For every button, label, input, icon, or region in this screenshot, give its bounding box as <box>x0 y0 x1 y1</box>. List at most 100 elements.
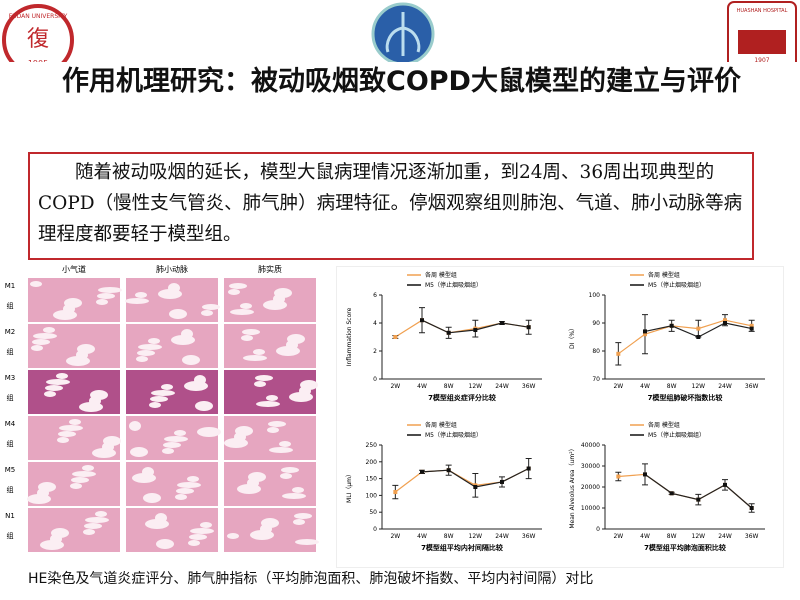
slide-title: 作用机理研究：被动吸烟致COPD大鼠模型的建立与评价 <box>62 66 741 97</box>
legend-label: 各周 模型组 <box>425 271 457 279</box>
data-point <box>723 482 727 487</box>
x-tick-label: 12W <box>469 533 483 540</box>
x-tick-label: 24W <box>495 533 509 540</box>
tissue-texture <box>70 483 82 489</box>
tissue-texture <box>85 517 109 523</box>
data-point <box>526 466 531 471</box>
tissue-texture <box>175 494 187 500</box>
data-point <box>696 335 701 339</box>
tissue-texture <box>32 339 50 345</box>
row-label: 组 <box>7 347 14 356</box>
histology-image <box>224 462 316 506</box>
tissue-texture <box>241 335 253 341</box>
tissue-texture <box>266 395 278 401</box>
x-tick-label: 12W <box>692 533 706 540</box>
y-tick-label: 80 <box>592 348 600 355</box>
data-point <box>616 351 621 356</box>
tissue-texture <box>59 425 83 431</box>
tissue-texture <box>148 338 160 344</box>
x-tick-label: 36W <box>745 383 759 390</box>
tissue-texture <box>31 345 43 351</box>
tissue-texture <box>164 436 188 442</box>
tissue-texture <box>182 355 200 365</box>
tissue-texture <box>242 329 260 335</box>
tissue-texture <box>174 430 186 436</box>
tissue-texture <box>269 447 293 453</box>
data-point <box>669 491 674 496</box>
x-tick-label: 24W <box>495 383 509 390</box>
tissue-texture <box>149 402 161 408</box>
data-point <box>696 497 701 502</box>
tissue-texture <box>30 281 42 287</box>
tissue-texture <box>184 381 208 391</box>
x-axis-label: 7模型组肺破坏指数比较 <box>648 393 724 402</box>
x-tick-label: 2W <box>613 383 623 390</box>
tissue-texture <box>201 310 213 316</box>
data-point <box>723 321 727 325</box>
tissue-texture <box>27 494 51 504</box>
x-tick-label: 2W <box>390 383 400 390</box>
tissue-texture <box>289 392 313 402</box>
tissue-texture <box>267 427 279 433</box>
x-axis-label: 7模型组平均肺泡面积比较 <box>644 543 727 552</box>
x-tick-label: 4W <box>640 533 650 540</box>
data-point <box>500 321 504 325</box>
row-label: M4 <box>5 420 16 428</box>
x-tick-label: 8W <box>667 383 677 390</box>
row-label: 组 <box>7 301 14 310</box>
tissue-texture <box>254 381 266 387</box>
header-logos: FUDAN UNIVERSITY 復 1905 HUASHAN HOSPITAL… <box>2 1 797 62</box>
tissue-texture <box>295 539 319 545</box>
y-tick-label: 4 <box>373 320 377 327</box>
caption: HE染色及气道炎症评分、肺气肿指标（平均肺泡面积、肺泡破坏指数、平均内衬间隔）对… <box>28 571 594 587</box>
tissue-texture <box>189 534 207 540</box>
y-tick-label: 2 <box>373 348 377 355</box>
tissue-texture <box>230 309 254 315</box>
tissue-texture <box>156 539 174 549</box>
x-tick-label: 12W <box>469 383 483 390</box>
fudan-logo <box>2 4 74 62</box>
tissue-texture <box>44 391 56 397</box>
data-point <box>500 479 504 484</box>
legend-label: 各周 模型组 <box>648 271 680 279</box>
tissue-texture <box>190 528 214 534</box>
tissue-texture <box>253 349 265 355</box>
tissue-texture <box>256 401 280 407</box>
tissue-texture <box>84 523 102 529</box>
x-tick-label: 24W <box>718 533 732 540</box>
tissue-texture <box>243 355 267 361</box>
tissue-texture <box>83 529 95 535</box>
column-label: 小气道 <box>62 264 86 274</box>
x-tick-label: 2W <box>613 533 623 540</box>
tissue-texture <box>66 356 90 366</box>
tissue-texture <box>294 513 312 519</box>
tissue-texture <box>135 292 147 298</box>
data-point <box>749 323 754 328</box>
charts-panel: 0 2 4 6 2W 4W 8W 12W 24W 36W Inflammation Score 7模型… <box>336 266 784 568</box>
data-point <box>446 468 451 473</box>
tissue-texture <box>158 289 182 299</box>
data-point <box>446 330 451 335</box>
legend-label: M5（停止烟吸烟组） <box>648 281 705 289</box>
y-tick-label: 100 <box>589 292 601 299</box>
tissue-texture <box>276 346 300 356</box>
tissue-texture <box>92 448 116 458</box>
logo-year: 1905 <box>28 59 48 62</box>
x-axis-label: 7模型组平均内衬间隔比较 <box>421 543 504 552</box>
tissue-texture <box>177 482 201 488</box>
tissue-texture <box>69 419 81 425</box>
tissue-texture <box>197 427 221 437</box>
tissue-texture <box>46 379 70 385</box>
x-tick-label: 8W <box>444 383 454 390</box>
logo-year: 1907 <box>754 57 769 62</box>
x-tick-label: 4W <box>640 383 650 390</box>
tissue-texture <box>169 309 187 319</box>
tissue-texture <box>137 350 155 356</box>
tissue-texture <box>150 396 168 402</box>
y-axis-label: DI（%） <box>569 325 576 349</box>
logo-text: HUASHAN HOSPITAL <box>737 8 788 14</box>
y-tick-label: 0 <box>596 526 600 533</box>
y-tick-label: 0 <box>373 376 377 383</box>
logo-building <box>738 30 786 54</box>
